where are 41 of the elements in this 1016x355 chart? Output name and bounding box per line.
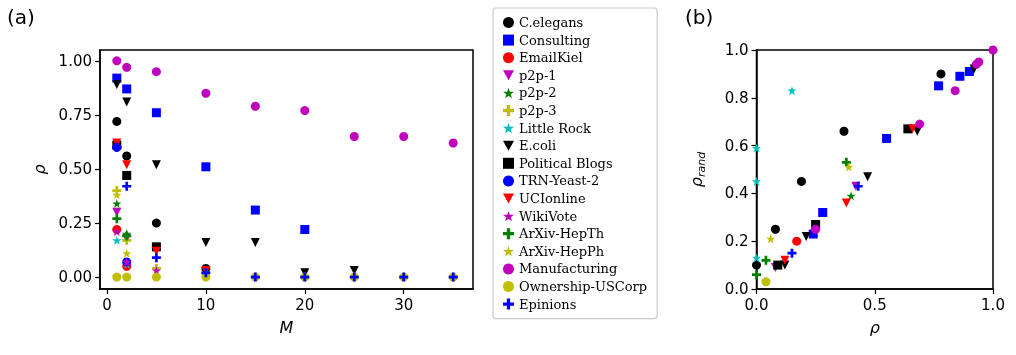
y-tick-label: 0.25 (58, 214, 92, 233)
legend-label: p2p-3 (519, 103, 557, 118)
y-axis-title: ρrand (686, 150, 708, 188)
legend-label: p2p-1 (519, 67, 557, 83)
chart-title: (b) (685, 5, 714, 29)
legend-label: E.coli (519, 138, 557, 154)
legend-label: EmailKiel (519, 50, 583, 66)
x-axis-title: M (279, 317, 294, 337)
y-tick-label: 1.00 (58, 51, 92, 70)
x-tick-label: 0.5 (862, 295, 887, 314)
x-tick-label: 1.0 (981, 295, 1005, 314)
legend-label: Political Blogs (519, 155, 613, 171)
y-tick-label: 0.75 (58, 105, 92, 124)
legend-label: p2p-2 (519, 85, 557, 101)
legend-label: C.elegans (519, 15, 584, 30)
y-tick-label: 0.2 (724, 232, 749, 251)
legend-label: ArXiv-HepPh (518, 243, 605, 259)
legend-label: Consulting (519, 32, 591, 48)
y-tick-label: 0.8 (724, 88, 749, 107)
x-tick-label: 30 (394, 295, 414, 314)
y-tick-label: 0.4 (724, 184, 749, 203)
y-axis-title: ρ (30, 164, 50, 175)
y-tick-label: 0.6 (724, 136, 749, 155)
x-axis-title: ρ (869, 317, 880, 337)
chart-title: (a) (7, 5, 35, 29)
y-tick-label: 0.0 (724, 280, 749, 298)
x-tick-label: 0.0 (744, 295, 769, 314)
legend-label: Little Rock (519, 120, 592, 136)
legend-label: TRN-Yeast-2 (519, 173, 600, 189)
legend-label: Manufacturing (519, 261, 618, 277)
y-tick-label: 0.00 (58, 268, 92, 287)
legend-label: UCIonline (519, 191, 586, 206)
x-tick-label: 10 (196, 295, 216, 314)
legend-label: ArXiv-HepTh (518, 226, 605, 242)
legend-label: Epinions (519, 296, 577, 312)
y-tick-label: 0.50 (58, 159, 92, 178)
x-tick-label: 0 (102, 295, 112, 314)
x-tick-label: 20 (295, 295, 315, 314)
y-tick-label: 1.0 (724, 41, 749, 59)
legend-label: Ownership-USCorp (519, 279, 648, 294)
legend-label: WikiVote (519, 208, 578, 224)
